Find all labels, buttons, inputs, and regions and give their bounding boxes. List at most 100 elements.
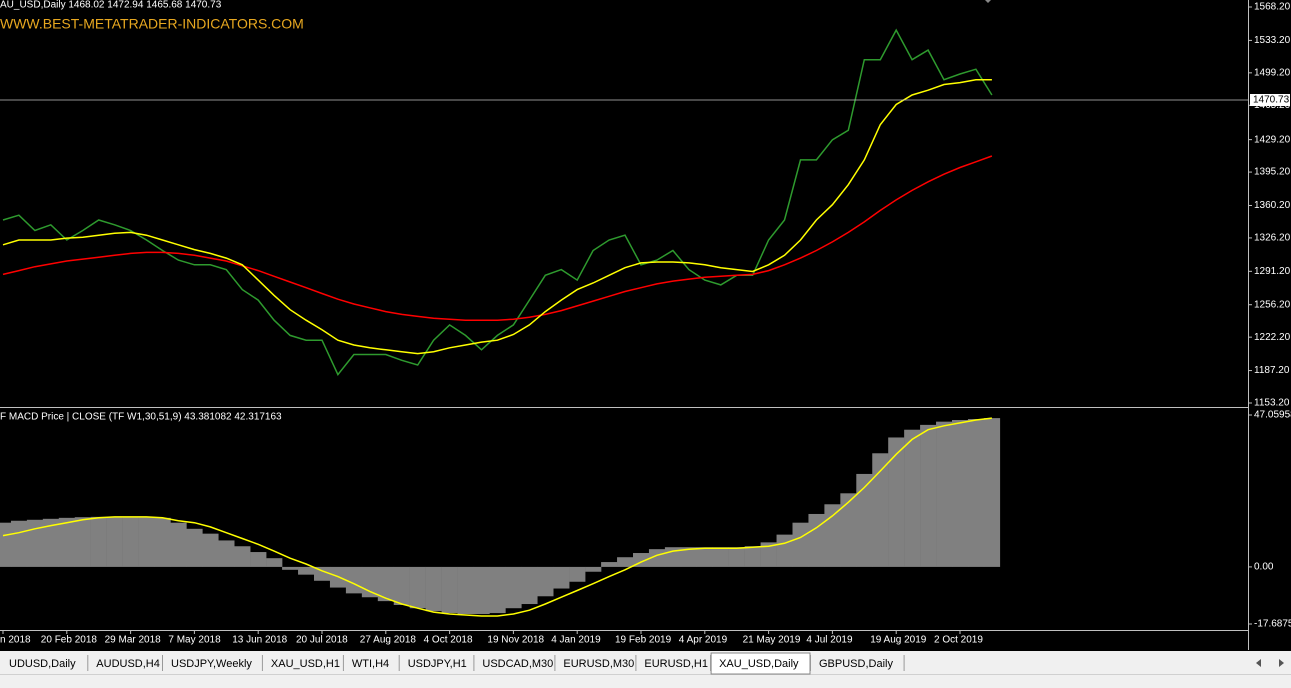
y-tick-label: 1187.20 — [1254, 365, 1290, 376]
histogram-bar — [58, 517, 75, 567]
histogram-bar — [138, 516, 155, 567]
tab-label[interactable]: GBPUSD,Daily — [819, 658, 893, 670]
tab-label[interactable]: USDJPY,H1 — [408, 658, 467, 670]
x-tick-label: 4 Oct 2018 — [424, 635, 473, 646]
x-tick-label: 29 Mar 2018 — [105, 635, 162, 646]
histogram-bar — [74, 517, 91, 567]
y-tick-label: 1360.20 — [1254, 200, 1291, 211]
histogram-bar — [250, 552, 267, 567]
histogram-bar — [282, 566, 299, 570]
histogram-bar — [585, 566, 602, 572]
y-tick-label: 1291.20 — [1254, 266, 1291, 277]
histogram-bar — [967, 419, 985, 567]
histogram-bar — [409, 566, 426, 609]
x-tick-label: 19 Feb 2019 — [615, 635, 672, 646]
histogram-bar — [441, 566, 458, 614]
y-tick-label: -17.68753 — [1254, 619, 1291, 630]
histogram-bar — [218, 540, 235, 567]
tab-bar — [0, 651, 1291, 688]
histogram-bar — [154, 517, 171, 567]
histogram-bar — [537, 566, 554, 597]
histogram-bar — [792, 522, 809, 567]
tab-label[interactable]: USDCAD,M30 — [482, 658, 553, 670]
histogram-bar — [393, 566, 410, 605]
histogram-bar — [808, 513, 825, 567]
x-tick-label: 27 Aug 2018 — [360, 635, 417, 646]
y-tick-label: 1222.20 — [1254, 332, 1291, 343]
x-tick-label: 19 Aug 2019 — [870, 635, 927, 646]
shift-marker — [985, 0, 991, 3]
tab-label[interactable]: EURUSD,M30 — [563, 658, 634, 670]
x-tick-label: n 2018 — [0, 635, 31, 646]
histogram-bar — [90, 516, 107, 567]
tab-label[interactable]: XAU_USD,Daily — [719, 658, 799, 670]
histogram-bar — [680, 547, 698, 567]
y-tick-label: 1326.20 — [1254, 233, 1291, 244]
histogram-bar — [760, 542, 777, 567]
histogram-bar — [553, 566, 570, 589]
histogram-bar — [122, 516, 139, 567]
histogram-bar — [840, 493, 857, 567]
tab-label[interactable]: AUDUSD,H4 — [96, 658, 160, 670]
series-line — [2, 155, 993, 321]
histogram-bar — [10, 520, 28, 567]
histogram-bar — [298, 566, 315, 575]
histogram-bar — [186, 528, 203, 567]
histogram-bar — [569, 566, 586, 582]
histogram-bar — [457, 566, 474, 615]
series-line — [2, 78, 992, 355]
histogram-bar — [617, 557, 634, 567]
current-price-label: 1470.73 — [1253, 95, 1290, 106]
histogram-bar — [728, 547, 745, 567]
y-tick-label: 1256.20 — [1254, 299, 1291, 310]
histogram-bar — [473, 566, 490, 615]
histogram-bar — [936, 421, 953, 567]
indicator-title: F MACD Price | CLOSE (TF W1,30,51,9) 43.… — [0, 412, 282, 423]
x-tick-label: 7 May 2018 — [168, 635, 221, 646]
histogram-bar — [521, 566, 538, 605]
histogram-bar — [202, 533, 219, 567]
histogram-bar — [712, 547, 729, 567]
histogram-bar — [696, 547, 713, 567]
x-tick-label: 13 Jun 2018 — [232, 635, 287, 646]
tab-label[interactable]: WTI,H4 — [352, 658, 389, 670]
histogram-bar — [170, 522, 187, 567]
histogram-bar — [872, 453, 889, 567]
chart-title: AU_USD,Daily 1468.02 1472.94 1465.68 147… — [0, 0, 222, 11]
histogram-bar — [904, 429, 921, 567]
histogram-bar — [42, 518, 60, 567]
histogram-bar — [377, 566, 394, 602]
y-tick-label: 47.05958 — [1254, 410, 1291, 421]
histogram-bar — [505, 566, 522, 609]
tab-label[interactable]: XAU_USD,H1 — [271, 658, 340, 670]
histogram-bar — [314, 566, 331, 581]
y-tick-label: 1568.20 — [1254, 2, 1291, 13]
histogram-bar — [489, 566, 506, 614]
histogram-bar — [744, 546, 761, 567]
series-line — [2, 28, 993, 377]
histogram-bar — [266, 558, 283, 567]
y-tick-label: 1533.20 — [1254, 35, 1291, 46]
histogram-bar — [0, 522, 12, 567]
tab-label[interactable]: EURUSD,H1 — [644, 658, 708, 670]
tab-label[interactable]: UDUSD,Daily — [9, 658, 76, 670]
histogram-bar — [920, 424, 937, 567]
histogram-bar — [824, 504, 841, 567]
y-tick-label: 0.00 — [1254, 562, 1274, 573]
histogram-bar — [106, 516, 123, 567]
x-tick-label: 2 Oct 2019 — [934, 635, 983, 646]
histogram-bar — [601, 562, 618, 567]
tab-label[interactable]: USDJPY,Weekly — [171, 658, 252, 670]
x-tick-label: 20 Jul 2018 — [296, 635, 348, 646]
y-tick-label: 1395.20 — [1254, 167, 1291, 178]
histogram-bar — [26, 519, 44, 567]
histogram-bar — [234, 546, 251, 567]
histogram-bar — [952, 420, 969, 567]
watermark: WWW.BEST-METATRADER-INDICATORS.COM — [0, 16, 304, 32]
histogram-bar — [856, 473, 873, 567]
histogram-bar — [888, 437, 905, 567]
x-tick-label: 20 Feb 2018 — [41, 635, 98, 646]
x-tick-label: 4 Jan 2019 — [551, 635, 601, 646]
